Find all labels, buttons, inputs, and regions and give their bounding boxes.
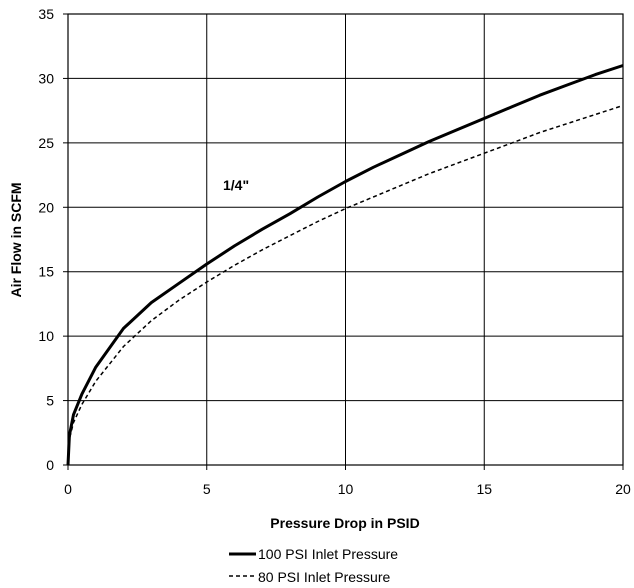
legend: 100 PSI Inlet Pressure 80 PSI Inlet Pres… <box>229 546 398 585</box>
y-tick-label: 15 <box>38 264 54 280</box>
y-tick-label: 0 <box>46 457 54 473</box>
legend-label-100-psi: 100 PSI Inlet Pressure <box>258 546 398 562</box>
y-tick-label: 5 <box>46 393 54 409</box>
y-tick-label: 35 <box>38 6 54 22</box>
x-tick-label: 10 <box>338 481 354 497</box>
y-tick-label: 30 <box>38 70 54 86</box>
y-tick-label: 10 <box>38 328 54 344</box>
x-tick-label: 0 <box>64 481 72 497</box>
series-lines <box>66 64 624 466</box>
y-axis-title: Air Flow in SCFM <box>8 182 24 297</box>
series-line-80-psi <box>67 104 624 466</box>
x-tick-label: 20 <box>615 481 631 497</box>
y-tick-label: 20 <box>38 199 54 215</box>
grid-lines <box>67 13 624 466</box>
x-tick-label: 15 <box>476 481 492 497</box>
x-axis-ticks: 0 5 10 15 20 <box>64 465 631 497</box>
x-tick-label: 5 <box>203 481 211 497</box>
series-line-100-psi <box>66 64 624 466</box>
chart-annotation: 1/4" <box>223 177 249 193</box>
legend-label-80-psi: 80 PSI Inlet Pressure <box>258 569 391 585</box>
x-axis-title: Pressure Drop in PSID <box>270 515 419 531</box>
y-tick-label: 25 <box>38 135 54 151</box>
y-axis-ticks: 0 5 10 15 20 25 30 35 <box>38 6 68 473</box>
